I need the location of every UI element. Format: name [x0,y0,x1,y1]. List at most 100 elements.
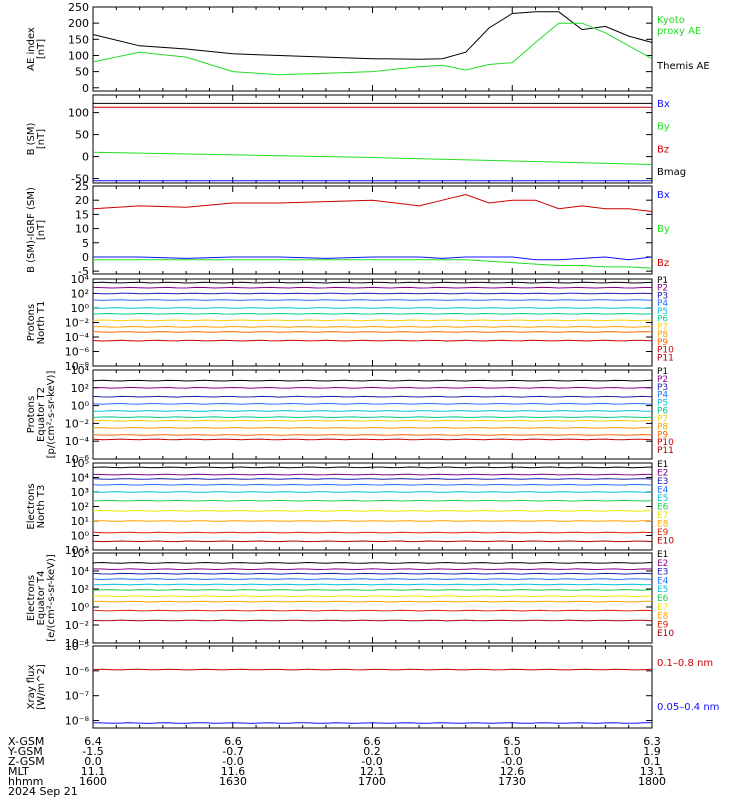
y-tick-label: -50 [71,173,89,186]
series-line [92,478,653,480]
legend-entry: E8 [657,520,669,530]
footer-row-label: hhmm [8,775,43,788]
y-tick-label: 250 [68,1,89,14]
footer-value: 1.0 [503,745,521,758]
series-line [92,193,653,212]
y-tick-label: 10³ [71,486,89,499]
y-tick-label: 10 [75,223,89,236]
series-line [93,426,653,429]
y-tick-label: 10² [71,288,89,301]
panel-8: 10⁻⁸ 10⁻⁷ 10⁻⁶ 10⁻⁵ Xray flux[W/m^2] 0.1–0.8 … [26,640,719,729]
y-tick-label: 10⁶ [71,547,90,560]
y-axis-label: AE index[nT] [26,27,47,71]
legend-entry: P8 [657,330,668,340]
footer-value: 12.1 [360,765,385,778]
legend-entry: E2 [657,469,668,479]
legend-entry: Bx [657,99,670,110]
series-line [93,520,653,522]
legend-entry: P4 [657,391,668,401]
series-line [93,600,653,603]
panel-7: 10⁻⁴ 10⁻² 10⁰ 10² 10⁴ 10⁶ ElectronsEquator T4[… [26,547,674,650]
y-tick-label: 10² [71,583,89,596]
legend-entry: E6 [657,503,669,513]
legend-entry: P1 [657,367,668,377]
panel-frame [92,6,653,92]
y-tick-label: 20 [75,194,89,207]
footer-value: 1700 [358,775,386,788]
series-line [92,466,653,469]
y-tick-label: 10⁴ [71,273,90,286]
series-line [92,299,653,301]
y-tick-label: 15 [75,208,89,221]
y-tick-label: 50 [75,66,89,79]
y-tick-label: 10⁰ [71,302,90,315]
footer-row-label: Y-GSM [7,745,43,758]
y-tick-label: 0 [82,251,89,264]
series-line [92,395,653,398]
legend: 0.1–0.8 nm 0.05–0.4 nm [657,658,719,713]
legend: Themis AE Kyoto proxy AE [656,15,710,72]
footer-row-label: Z-GSM [8,755,45,768]
series-line [92,331,653,333]
legend-entry: P10 [657,346,674,356]
footer-value: 1800 [638,775,666,788]
series-line [92,473,652,476]
legend: Bx By Bz Bmag [657,99,686,178]
legend-entry: E10 [657,537,674,547]
legend: Bx By Bz [657,190,670,269]
legend-entry: P7 [657,414,668,424]
y-tick-label: -5 [78,265,89,278]
series-line [92,312,653,315]
legend-entry: Bx [657,190,670,201]
legend-entry: P2 [657,284,668,294]
series-line [93,256,653,261]
series-line [92,668,653,671]
y-tick-label: 100 [68,107,89,120]
y-tick-label: 10⁻⁴ [65,637,90,650]
legend-entry: E1 [657,550,668,560]
y-tick-label: 10⁰ [71,530,90,543]
legend-entry: P6 [657,315,668,325]
y-axis-label: B (SM)-IGRF (SM)[nT] [26,187,47,273]
footer-value: -0.7 [222,745,243,758]
legend-entry: E2 [657,559,668,569]
legend-entry: E10 [657,629,674,639]
series-line [92,379,653,382]
legend-entry: E4 [657,486,669,496]
y-tick-label: 10¹ [71,515,89,528]
footer-value: 0.2 [363,745,381,758]
series-line [92,319,653,322]
y-tick-label: 10⁻² [65,417,89,430]
y-tick-label: 25 [75,180,89,193]
y-tick-label: 150 [68,33,89,46]
y-tick-label: 10⁻⁶ [65,346,90,359]
legend-entry: P5 [657,399,668,409]
y-axis-label: ElectronsEquator T4[e/(cm²-s-sr-keV)] [26,554,57,642]
legend-entry: E3 [657,568,668,578]
legend-entry: Themis AE [656,61,710,72]
series-line [92,292,653,295]
y-tick-label: 10⁰ [71,601,90,614]
plot-date: 2024 Sep 21 [8,785,78,798]
series-line [92,307,653,309]
y-tick-label: 200 [68,17,89,30]
series-line [92,491,653,493]
series-line [92,386,652,389]
footer-value: -0.0 [222,755,243,768]
y-tick-label: 10⁻⁶ [65,453,90,466]
footer-value: 6.5 [503,735,521,748]
y-axis-label: ProtonsNorth T1 [26,301,47,345]
y-tick-label: 50 [75,129,89,142]
legend-entry: E4 [657,576,669,586]
y-axis-label: ElectronsNorth T3 [26,483,47,529]
series-line [92,438,653,441]
series-line [92,281,653,284]
legend-entry: E5 [657,585,668,595]
y-tick-label: 10⁻¹ [65,544,89,557]
y-tick-label: 10⁻⁴ [65,331,90,344]
legend-entry: P6 [657,407,668,417]
